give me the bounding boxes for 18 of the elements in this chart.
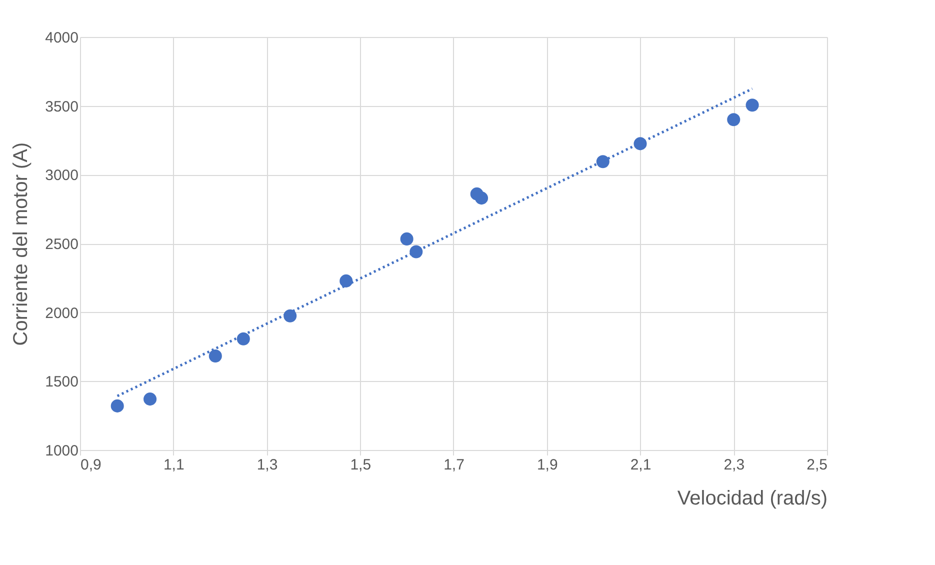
x-tick-label: 1,3 [256,456,278,474]
y-tick-label: 2500 [45,236,78,253]
y-tick-label: 3000 [45,167,78,184]
y-axis-title: Corriente del motor (A) [10,142,32,346]
y-tick-label: 4000 [45,30,78,46]
y-tick-label: 1000 [45,442,78,460]
x-axis-title: Velocidad (rad/s) [677,488,828,510]
x-tick-label: 2,1 [630,456,652,474]
x-tick-label: 1,9 [536,456,558,474]
x-tick-label: 2,5 [806,456,828,474]
y-tick-label: 3500 [45,98,78,116]
x-tick-label: 1,7 [444,456,464,474]
x-tick-label: 2,3 [724,456,745,474]
y-tick-label: 1500 [45,374,78,391]
x-tick-label: 1,1 [163,456,184,474]
x-tick-label: 0,9 [80,456,102,474]
x-tick-label: 1,5 [350,456,372,474]
y-tick-label: 2000 [45,304,78,322]
